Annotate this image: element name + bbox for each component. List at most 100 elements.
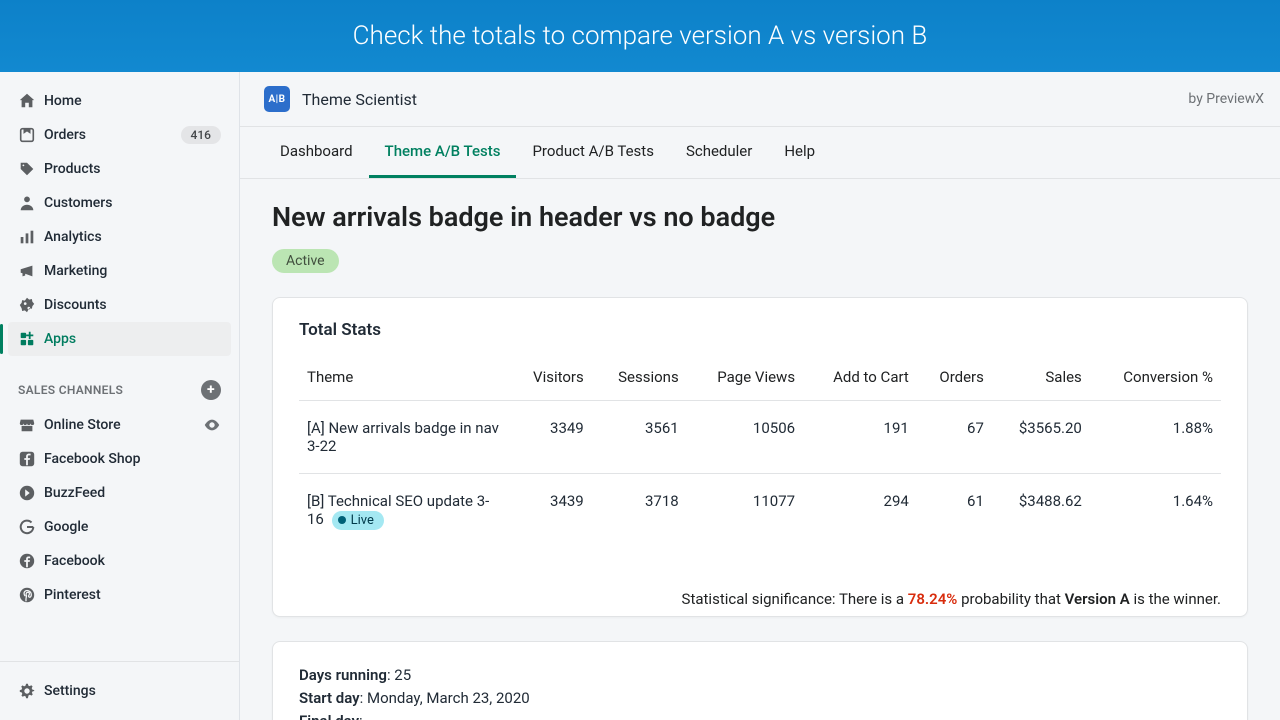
sidebar-item-apps[interactable]: Apps [8,322,231,356]
sidebar-item-customers[interactable]: Customers [8,186,231,220]
home-icon [18,92,44,110]
app-topbar: A|B Theme Scientist by PreviewX [240,72,1280,127]
channel-label: Facebook Shop [44,451,140,467]
sig-suffix: is the winner. [1130,590,1221,608]
meta-start: Start day: Monday, March 23, 2020 [299,687,1221,710]
sig-probability: 78.24% [908,590,958,608]
gear-icon [18,682,44,700]
live-badge: Live [332,511,384,530]
cell-sales: $3488.62 [992,474,1090,548]
cell-sessions: 3718 [592,474,687,548]
col-page-views: Page Views [687,358,803,401]
apps-icon [18,330,44,348]
sidebar-item-products[interactable]: Products [8,152,231,186]
total-stats-card: Total Stats Theme Visitors Sessions Page… [272,297,1248,617]
sidebar-item-discounts[interactable]: Discounts [8,288,231,322]
meta-final-label: Final day [299,712,359,720]
col-sessions: Sessions [592,358,687,401]
app-title: Theme Scientist [302,90,417,109]
facebook-alt-icon [18,552,44,570]
meta-final-value: : -- [359,712,375,720]
channel-label: Online Store [44,417,121,433]
table-row: [B] Technical SEO update 3-16 Live 3439 … [299,474,1221,548]
tab-product-ab-tests[interactable]: Product A/B Tests [516,127,669,178]
sidebar-item-analytics[interactable]: Analytics [8,220,231,254]
channel-label: Facebook [44,553,105,569]
channel-google[interactable]: Google [8,510,231,544]
banner: Check the totals to compare version A vs… [0,0,1280,72]
store-icon [18,416,44,434]
tab-dashboard[interactable]: Dashboard [264,127,369,178]
sig-mid: probability that [957,590,1064,608]
sidebar-item-label: Home [44,93,82,109]
sidebar-item-home[interactable]: Home [8,84,231,118]
sidebar-item-settings[interactable]: Settings [8,674,231,708]
orders-badge: 416 [181,126,221,144]
sales-channels-header: SALES CHANNELS + [0,356,239,408]
channels-nav: Online Store Facebook Shop BuzzFeed Goog… [0,408,239,612]
tab-theme-ab-tests[interactable]: Theme A/B Tests [369,127,517,178]
stats-table: Theme Visitors Sessions Page Views Add t… [299,358,1221,548]
significance-row: Statistical significance: There is a 78.… [273,570,1247,616]
discount-icon [18,296,44,314]
meta-days-value: : 25 [387,666,411,684]
tabs: Dashboard Theme A/B Tests Product A/B Te… [240,127,1280,179]
channel-online-store[interactable]: Online Store [8,408,231,442]
buzzfeed-icon [18,484,44,502]
person-icon [18,194,44,212]
cell-sales: $3565.20 [992,401,1090,474]
sidebar-item-label: Products [44,161,101,177]
eye-icon[interactable] [203,416,221,434]
meta-days: Days running: 25 [299,664,1221,687]
table-header-row: Theme Visitors Sessions Page Views Add t… [299,358,1221,401]
primary-nav: Home Orders 416 Products Customers Analy… [0,84,239,356]
add-channel-button[interactable]: + [201,380,221,400]
table-row: [A] New arrivals badge in nav 3-22 3349 … [299,401,1221,474]
cell-page-views: 10506 [687,401,803,474]
sidebar-item-label: Analytics [44,229,102,245]
tag-icon [18,160,44,178]
sidebar-item-orders[interactable]: Orders 416 [8,118,231,152]
meta-start-value: : Monday, March 23, 2020 [360,689,530,707]
analytics-icon [18,228,44,246]
channel-label: Pinterest [44,587,101,603]
banner-text: Check the totals to compare version A vs… [353,21,928,51]
channel-buzzfeed[interactable]: BuzzFeed [8,476,231,510]
meta-start-label: Start day [299,689,360,707]
orders-icon [18,126,44,144]
sig-prefix: Statistical significance: There is a [682,590,908,608]
col-conversion: Conversion % [1090,358,1221,401]
sidebar-item-label: Settings [44,683,96,699]
meta-days-label: Days running [299,666,387,684]
meta-card: Days running: 25 Start day: Monday, Marc… [272,641,1248,720]
main-panel: A|B Theme Scientist by PreviewX Dashboar… [240,72,1280,720]
channel-facebook-shop[interactable]: Facebook Shop [8,442,231,476]
sidebar: Home Orders 416 Products Customers Analy… [0,72,240,720]
sidebar-item-label: Customers [44,195,112,211]
tab-scheduler[interactable]: Scheduler [670,127,768,178]
tab-help[interactable]: Help [768,127,831,178]
channel-pinterest[interactable]: Pinterest [8,578,231,612]
sales-channels-label: SALES CHANNELS [18,383,123,397]
col-add-to-cart: Add to Cart [803,358,917,401]
cell-orders: 61 [917,474,992,548]
col-orders: Orders [917,358,992,401]
cell-visitors: 3349 [509,401,592,474]
app-byline: by PreviewX [1188,91,1264,107]
sidebar-item-label: Orders [44,127,86,143]
app-icon: A|B [264,86,290,112]
cell-add-to-cart: 294 [803,474,917,548]
sidebar-item-label: Apps [44,331,76,347]
pinterest-icon [18,586,44,604]
cell-sessions: 3561 [592,401,687,474]
cell-theme: [B] Technical SEO update 3-16 Live [299,474,509,548]
col-visitors: Visitors [509,358,592,401]
cell-add-to-cart: 191 [803,401,917,474]
sidebar-item-marketing[interactable]: Marketing [8,254,231,288]
cell-theme: [A] New arrivals badge in nav 3-22 [299,401,509,474]
cell-conversion: 1.64% [1090,474,1221,548]
cell-page-views: 11077 [687,474,803,548]
cell-conversion: 1.88% [1090,401,1221,474]
channel-facebook[interactable]: Facebook [8,544,231,578]
meta-final: Final day: -- [299,710,1221,720]
